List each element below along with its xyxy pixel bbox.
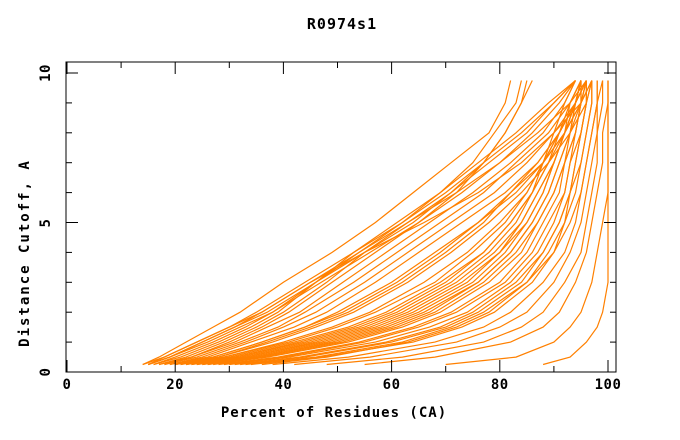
model-curve — [175, 80, 587, 366]
x-tick-label: 40 — [274, 377, 293, 393]
model-curve — [148, 80, 528, 366]
model-curve — [445, 80, 609, 366]
model-curve — [147, 80, 522, 366]
model-curve — [153, 80, 576, 366]
x-tick-label: 80 — [490, 377, 509, 393]
x-tick-label: 100 — [594, 377, 622, 393]
x-tick-label: 60 — [382, 377, 401, 393]
y-tick-label: 10 — [38, 64, 54, 82]
model-curve — [175, 80, 593, 366]
model-curve — [164, 80, 582, 366]
model-curve — [148, 80, 533, 366]
model-curve — [142, 80, 512, 366]
y-axis-label: Distance Cutoff, A — [17, 159, 33, 347]
y-tick-label: 5 — [38, 218, 54, 227]
model-curve — [202, 80, 582, 366]
model-curve — [294, 80, 604, 366]
model-curve — [234, 80, 593, 366]
y-tick-label: 0 — [38, 367, 54, 377]
model-curve — [202, 80, 582, 366]
model-curve — [207, 80, 587, 366]
model-curve — [158, 80, 576, 366]
model-curve — [164, 80, 577, 366]
x-axis-label: Percent of Residues (CA) — [220, 405, 448, 421]
plot-frame — [65, 61, 617, 373]
model-curve — [180, 80, 593, 366]
model-curve — [364, 80, 609, 366]
model-curve — [153, 80, 576, 366]
model-curve — [175, 80, 587, 366]
model-curve — [261, 80, 598, 366]
model-curve — [191, 80, 582, 366]
x-tick-label: 0 — [62, 377, 72, 393]
model-curve — [245, 80, 593, 366]
chart-title: R0974s1 — [306, 15, 378, 33]
x-tick-label: 20 — [166, 377, 185, 393]
